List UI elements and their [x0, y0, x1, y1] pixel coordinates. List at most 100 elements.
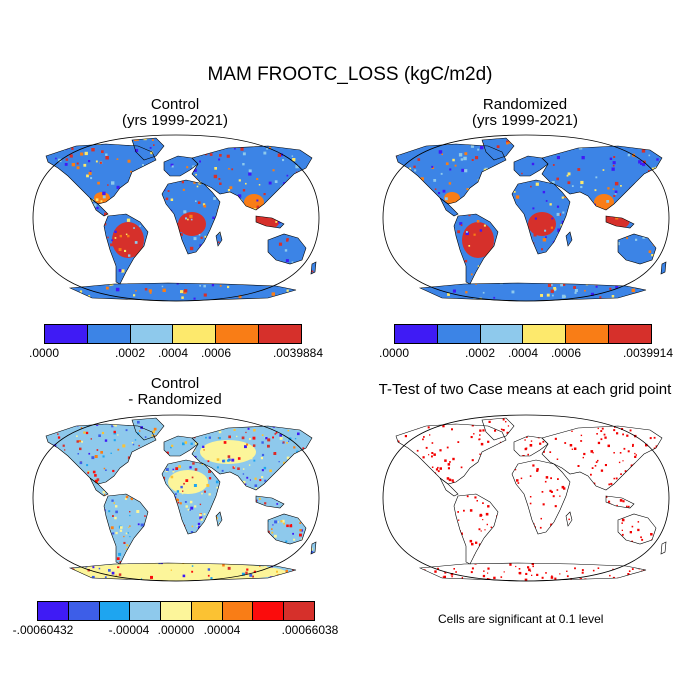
grid-cell	[600, 582, 602, 584]
grid-cell	[464, 412, 465, 413]
grid-cell	[201, 492, 203, 495]
grid-cell	[569, 444, 573, 447]
grid-cell	[115, 505, 118, 508]
grid-cell	[285, 569, 288, 573]
landmass-europe	[164, 156, 198, 176]
grid-cell	[447, 467, 450, 470]
grid-cell	[71, 163, 75, 167]
grid-cell	[431, 442, 434, 444]
grid-cell	[638, 280, 641, 284]
grid-cell	[165, 563, 167, 565]
grid-cell	[378, 256, 380, 258]
grid-cell	[58, 282, 60, 284]
grid-cell	[193, 237, 197, 241]
grid-cell	[83, 163, 87, 167]
grid-cell	[320, 555, 323, 558]
grid-cell	[559, 573, 561, 575]
grid-cell	[536, 583, 538, 584]
grid-cell	[382, 412, 384, 414]
grid-cell	[465, 231, 469, 236]
grid-cell	[668, 148, 672, 152]
grid-cell	[524, 447, 527, 451]
grid-cell	[144, 288, 148, 291]
grid-cell	[175, 467, 179, 470]
grid-cell	[39, 419, 41, 421]
grid-cell	[434, 188, 437, 190]
grid-cell	[115, 510, 118, 514]
grid-cell	[429, 434, 431, 436]
grid-cell	[267, 438, 271, 442]
grid-cell	[626, 505, 628, 508]
grid-cell	[35, 172, 38, 175]
grid-cell	[196, 185, 199, 188]
grid-cell	[464, 259, 468, 263]
grid-cell	[261, 476, 264, 479]
grid-cell	[539, 442, 542, 445]
grid-cell	[95, 198, 99, 201]
grid-cell	[248, 464, 251, 466]
grid-cell	[193, 482, 196, 485]
map-border	[32, 414, 320, 582]
grid-cell	[471, 159, 474, 161]
grid-cell	[201, 463, 204, 466]
grid-cell	[666, 424, 668, 426]
grid-cell	[602, 169, 605, 171]
grid-cell	[62, 444, 65, 447]
grid-cell	[162, 288, 166, 292]
grid-cell	[242, 163, 245, 166]
control-colorbar-swatch	[45, 325, 88, 343]
grid-cell	[311, 418, 314, 420]
grid-cell	[478, 438, 480, 441]
grid-cell	[283, 522, 285, 525]
grid-cell	[190, 531, 194, 534]
grid-cell	[58, 565, 61, 567]
grid-cell	[672, 168, 674, 171]
grid-cell	[609, 157, 613, 160]
grid-cell	[286, 524, 289, 528]
coastline	[481, 137, 515, 161]
grid-cell	[126, 218, 131, 222]
grid-cell	[108, 569, 111, 572]
landmass-centralamerica	[90, 198, 108, 216]
coastline	[191, 145, 313, 211]
grid-cell	[506, 140, 509, 144]
grid-cell	[291, 155, 294, 157]
grid-cell	[382, 525, 384, 527]
grid-cell	[308, 426, 311, 430]
grid-cell	[59, 282, 62, 285]
grid-cell	[278, 242, 283, 246]
grid-cell	[551, 181, 555, 185]
grid-cell	[51, 421, 55, 424]
grid-cell	[85, 139, 88, 141]
grid-cell	[269, 146, 272, 149]
grid-cell	[552, 495, 555, 498]
grid-cell	[214, 167, 217, 170]
coastline	[131, 137, 165, 161]
grid-cell	[36, 530, 37, 531]
grid-cell	[613, 429, 616, 432]
grid-cell	[449, 168, 452, 171]
grid-cell	[628, 505, 630, 508]
randomized-tick-label: .0004	[507, 346, 539, 360]
grid-cell	[189, 246, 194, 251]
grid-cell	[478, 528, 481, 531]
grid-cell	[310, 550, 314, 554]
grid-cell	[479, 513, 482, 516]
grid-cell	[287, 562, 290, 565]
grid-cell	[573, 286, 576, 289]
grid-cell	[612, 164, 615, 167]
grid-cell	[246, 568, 249, 571]
grid-cell	[448, 415, 450, 417]
grid-cell	[32, 293, 35, 296]
grid-cell	[634, 452, 636, 455]
grid-cell	[320, 179, 324, 183]
grid-cell	[90, 438, 92, 440]
grid-cell	[311, 583, 314, 584]
grid-cell	[87, 472, 89, 474]
grid-cell	[218, 158, 221, 161]
grid-cell	[477, 265, 480, 267]
grid-cell	[549, 451, 552, 453]
grid-cell	[96, 478, 100, 481]
grid-cell	[469, 539, 473, 543]
grid-cell	[225, 415, 227, 417]
